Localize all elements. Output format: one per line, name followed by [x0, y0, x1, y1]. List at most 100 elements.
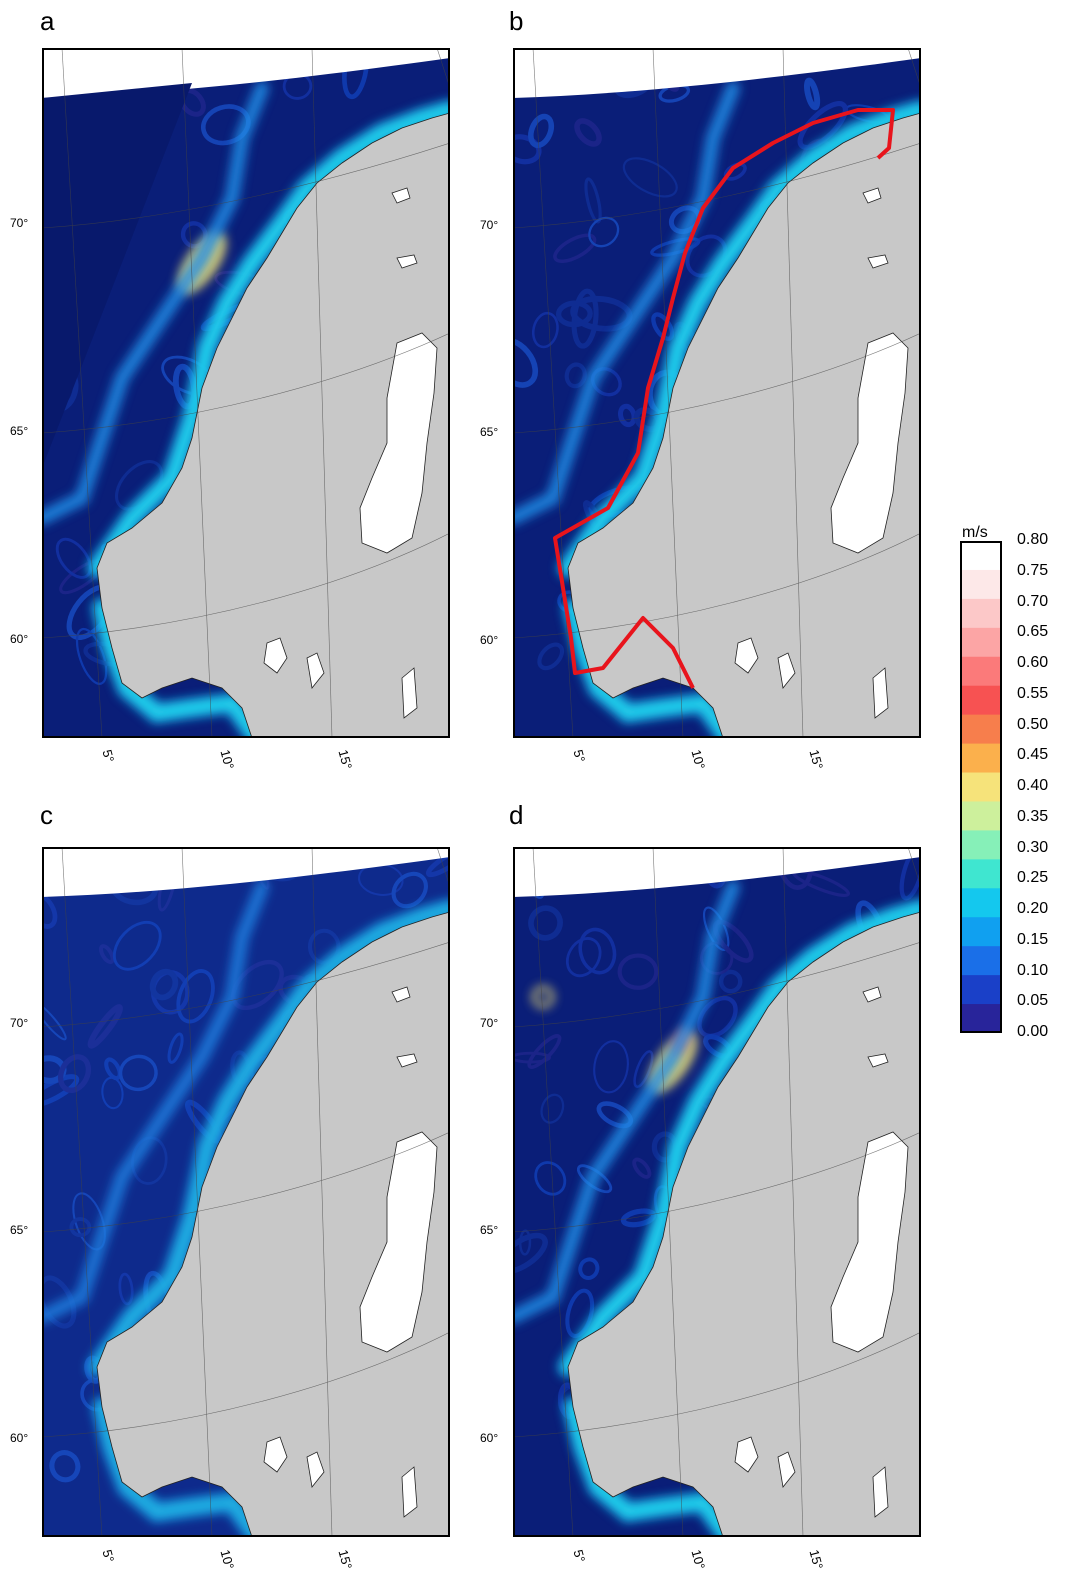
lon-label-10-b: 10°: [688, 748, 709, 771]
colorbar-tick-label: 0.15: [1017, 930, 1049, 948]
lake: [777, 1451, 796, 1488]
lake: [396, 254, 418, 269]
lake: [263, 637, 288, 674]
map-canvas: [42, 48, 450, 738]
lat-label-65-d: 65°: [480, 1223, 499, 1237]
lake: [872, 667, 889, 719]
graticule: [513, 48, 921, 738]
colorbar-band: [960, 888, 1002, 918]
colorbar-band: [960, 569, 1002, 600]
lake: [263, 1436, 288, 1473]
colorbar-tick-label: 0.35: [1017, 807, 1049, 825]
lake: [359, 1131, 438, 1353]
no-data-area: [42, 847, 450, 897]
map-panel-b: [513, 48, 921, 738]
map-panel-a: [42, 48, 450, 738]
colorbar-band: [960, 859, 1002, 889]
no-data-area: [513, 847, 921, 897]
colorbar-tick-label: 0.45: [1017, 746, 1049, 764]
map-canvas: [513, 48, 921, 738]
panel-label-c: c: [40, 800, 53, 830]
lat-label-65-c: 65°: [10, 1223, 29, 1237]
lon-label-5-b: 5°: [570, 748, 589, 764]
map-frame: [42, 48, 450, 738]
lat-label-65-a: 65°: [10, 424, 29, 438]
colorbar-tick-label: 0.20: [1017, 900, 1049, 917]
lon-label-5-a: 5°: [99, 748, 118, 764]
map-frame: [513, 48, 921, 738]
lat-label-70-b: 70°: [480, 218, 499, 232]
offshore-current: [513, 81, 740, 525]
colorbar-tick-label: 0.65: [1017, 623, 1049, 641]
land-mass: [96, 48, 450, 738]
map-frame: [513, 847, 921, 1537]
lake: [401, 1466, 418, 1518]
lon-label-5-d: 5°: [570, 1548, 589, 1564]
colorbar-band: [960, 714, 1002, 745]
graticule: [42, 847, 450, 1537]
colorbar-tick-label: 0.05: [1017, 992, 1049, 1010]
lat-label-60-c: 60°: [10, 1431, 29, 1445]
panel-label-d: d: [509, 800, 524, 830]
land-mass: [567, 48, 921, 738]
colorbar-tick-label: 0.50: [1017, 715, 1049, 733]
colorbar-band: [960, 627, 1002, 658]
land-mass: [96, 847, 450, 1537]
colorbar-band: [960, 772, 1002, 802]
lake: [734, 1436, 759, 1473]
offshore-current: [513, 880, 740, 1324]
lake: [306, 1451, 325, 1488]
colorbar-band: [960, 801, 1002, 831]
lat-label-70-a: 70°: [10, 216, 29, 230]
no-data-area: [42, 48, 450, 98]
map-canvas: [513, 847, 921, 1537]
lake: [401, 667, 418, 719]
map-canvas: [42, 847, 450, 1537]
no-data-area: [513, 48, 921, 98]
colorbar-band: [960, 685, 1002, 716]
colorbar-tick-label: 0.00: [1017, 1023, 1049, 1040]
colorbar-unit: m/s: [962, 524, 988, 541]
colorbar-band: [960, 917, 1002, 947]
colorbar-tick-label: 0.25: [1017, 869, 1049, 887]
lon-label-10-a: 10°: [217, 748, 238, 771]
lake: [777, 652, 796, 689]
lake: [872, 1466, 889, 1518]
lon-label-10-c: 10°: [217, 1548, 238, 1571]
land-mass: [567, 847, 921, 1537]
graticule: [42, 48, 450, 738]
lon-label-15-c: 15°: [335, 1548, 356, 1571]
offshore-current: [42, 81, 269, 525]
colorbar-band: [960, 541, 1002, 571]
colorbar-band: [960, 830, 1002, 860]
map-frame: [42, 847, 450, 1537]
panel-label-a: a: [40, 6, 55, 36]
lon-label-5-c: 5°: [99, 1548, 118, 1564]
lat-label-70-c: 70°: [10, 1016, 29, 1030]
colorbar-band: [960, 743, 1002, 774]
map-panel-c: [42, 847, 450, 1537]
colorbar-band: [960, 1004, 1002, 1034]
lake: [867, 254, 889, 269]
colorbar-tick-label: 0.70: [1017, 592, 1049, 610]
colorbar-tick-label: 0.55: [1017, 684, 1049, 702]
colorbar-tick-label: 0.60: [1017, 654, 1049, 671]
section-line: [553, 108, 895, 689]
colorbar-tick-label: 0.75: [1017, 561, 1049, 579]
outside-domain-area: [42, 83, 192, 468]
graticule: [513, 847, 921, 1537]
lake: [391, 986, 411, 1003]
colorbar-tick-label: 0.10: [1017, 961, 1049, 979]
panel-label-b: b: [509, 6, 524, 36]
lon-label-10-d: 10°: [688, 1548, 709, 1571]
lat-label-65-b: 65°: [480, 425, 499, 439]
colorbar: [960, 541, 1002, 1038]
lat-label-60-b: 60°: [480, 633, 499, 647]
colorbar-band: [960, 946, 1002, 976]
lon-label-15-b: 15°: [806, 748, 827, 771]
lon-label-15-a: 15°: [335, 748, 356, 771]
colorbar-band: [960, 656, 1002, 687]
lake: [734, 637, 759, 674]
lake: [306, 652, 325, 689]
lake: [359, 332, 438, 554]
